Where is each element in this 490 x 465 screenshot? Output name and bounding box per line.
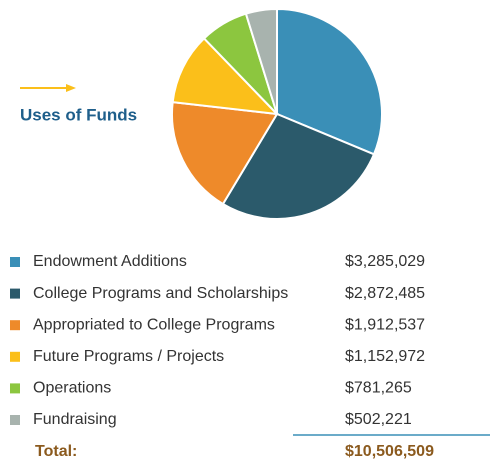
total-label: Total: [35, 443, 77, 460]
legend-label: College Programs and Scholarships [33, 285, 288, 302]
total-value: $10,506,509 [345, 443, 434, 460]
legend-label: Future Programs / Projects [33, 348, 224, 365]
pie-slice [276, 7, 383, 156]
legend-label: Endowment Additions [33, 253, 187, 270]
pie-slice [221, 112, 376, 220]
legend-swatch [10, 320, 20, 331]
value-label: $781,265 [345, 380, 412, 397]
value-label: $1,912,537 [345, 316, 425, 333]
value-label: $3,285,029 [345, 253, 425, 270]
legend-label: Appropriated to College Programs [33, 316, 275, 333]
chart-title: Uses of Funds [20, 105, 137, 124]
value-label: $502,221 [345, 411, 412, 428]
legend-swatch [10, 351, 20, 362]
value-label: $1,152,972 [345, 348, 425, 365]
arrow-head [66, 84, 76, 92]
pie-slice [171, 100, 279, 206]
pie-slice [171, 37, 280, 116]
legend-swatch [10, 257, 20, 267]
legend-swatch [10, 383, 20, 394]
legend-label: Operations [33, 380, 111, 397]
legend-swatch [10, 288, 20, 299]
legend-label: Fundraising [33, 411, 117, 428]
value-label: $2,872,485 [345, 285, 425, 302]
legend-swatch [10, 415, 20, 425]
pie-slice [244, 7, 278, 115]
